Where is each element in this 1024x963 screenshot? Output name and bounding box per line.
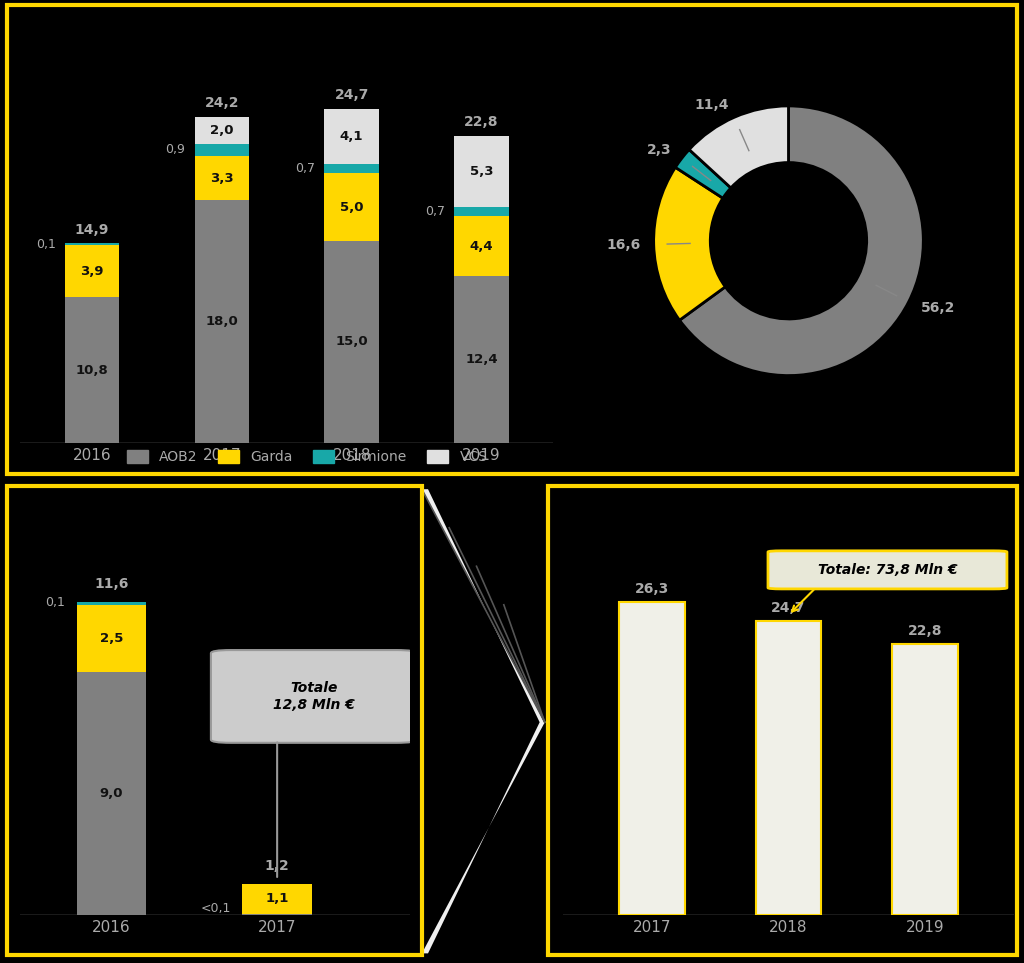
Text: 12,4: 12,4 (465, 352, 498, 366)
Bar (325, 164, 379, 173)
Bar (65, 244, 119, 245)
Text: <0,1: <0,1 (201, 901, 230, 915)
Bar (77, 602, 146, 605)
FancyBboxPatch shape (211, 650, 416, 742)
Text: 0,9: 0,9 (166, 143, 185, 156)
Text: 0,7: 0,7 (425, 205, 445, 219)
Bar (243, 884, 312, 914)
Text: 14,9: 14,9 (75, 222, 110, 237)
Text: 3,9: 3,9 (80, 265, 103, 277)
Text: 22,8: 22,8 (907, 624, 942, 638)
Text: 18,0: 18,0 (206, 315, 239, 328)
Text: 1,1: 1,1 (265, 892, 289, 905)
Text: 4,1: 4,1 (340, 130, 364, 143)
Text: 9,0: 9,0 (99, 787, 123, 800)
FancyBboxPatch shape (768, 551, 1007, 589)
Wedge shape (676, 149, 731, 198)
Text: 16,6: 16,6 (606, 238, 641, 251)
Text: 0,1: 0,1 (45, 595, 66, 609)
Text: 26,3: 26,3 (635, 582, 669, 596)
Text: 5,0: 5,0 (340, 200, 364, 214)
Bar (325, 173, 379, 241)
Bar (243, 914, 312, 915)
Text: 3,3: 3,3 (210, 171, 233, 185)
Text: 2,3: 2,3 (647, 143, 672, 157)
Bar (325, 109, 379, 164)
Text: 24,7: 24,7 (335, 88, 369, 102)
Bar (455, 217, 509, 275)
Text: 0,7: 0,7 (295, 162, 315, 175)
Bar (65, 298, 119, 443)
Text: 10,8: 10,8 (76, 364, 109, 377)
Bar (455, 207, 509, 217)
Text: 2,0: 2,0 (210, 123, 233, 137)
Text: Totale
12,8 Mln €: Totale 12,8 Mln € (272, 682, 354, 712)
Text: 11,4: 11,4 (694, 98, 729, 113)
Bar (65, 245, 119, 298)
Bar (77, 605, 146, 672)
Text: 4,4: 4,4 (470, 240, 494, 252)
Bar (195, 156, 249, 200)
Text: 15,0: 15,0 (335, 335, 368, 349)
Bar (325, 241, 379, 443)
Bar (77, 672, 146, 915)
Wedge shape (689, 106, 788, 188)
Bar (756, 621, 821, 915)
Bar (892, 643, 957, 915)
Text: 0,1: 0,1 (36, 238, 55, 250)
Text: 2,5: 2,5 (100, 632, 123, 645)
Bar (195, 200, 249, 443)
Text: 24,2: 24,2 (205, 96, 239, 110)
Bar (620, 602, 685, 915)
Text: 1,2: 1,2 (265, 859, 290, 873)
Text: 56,2: 56,2 (921, 300, 954, 315)
Legend: AOB2, Garda, Sirmione, VCS: AOB2, Garda, Sirmione, VCS (122, 445, 493, 470)
Wedge shape (680, 106, 924, 376)
Wedge shape (653, 168, 725, 320)
Text: 24,7: 24,7 (771, 601, 806, 615)
Text: 11,6: 11,6 (94, 577, 129, 591)
Text: Totale: 73,8 Mln €: Totale: 73,8 Mln € (817, 562, 957, 577)
Text: 22,8: 22,8 (464, 115, 499, 129)
Bar (455, 136, 509, 207)
Text: 5,3: 5,3 (470, 165, 494, 178)
Bar (195, 143, 249, 156)
Bar (455, 275, 509, 443)
Bar (195, 117, 249, 143)
